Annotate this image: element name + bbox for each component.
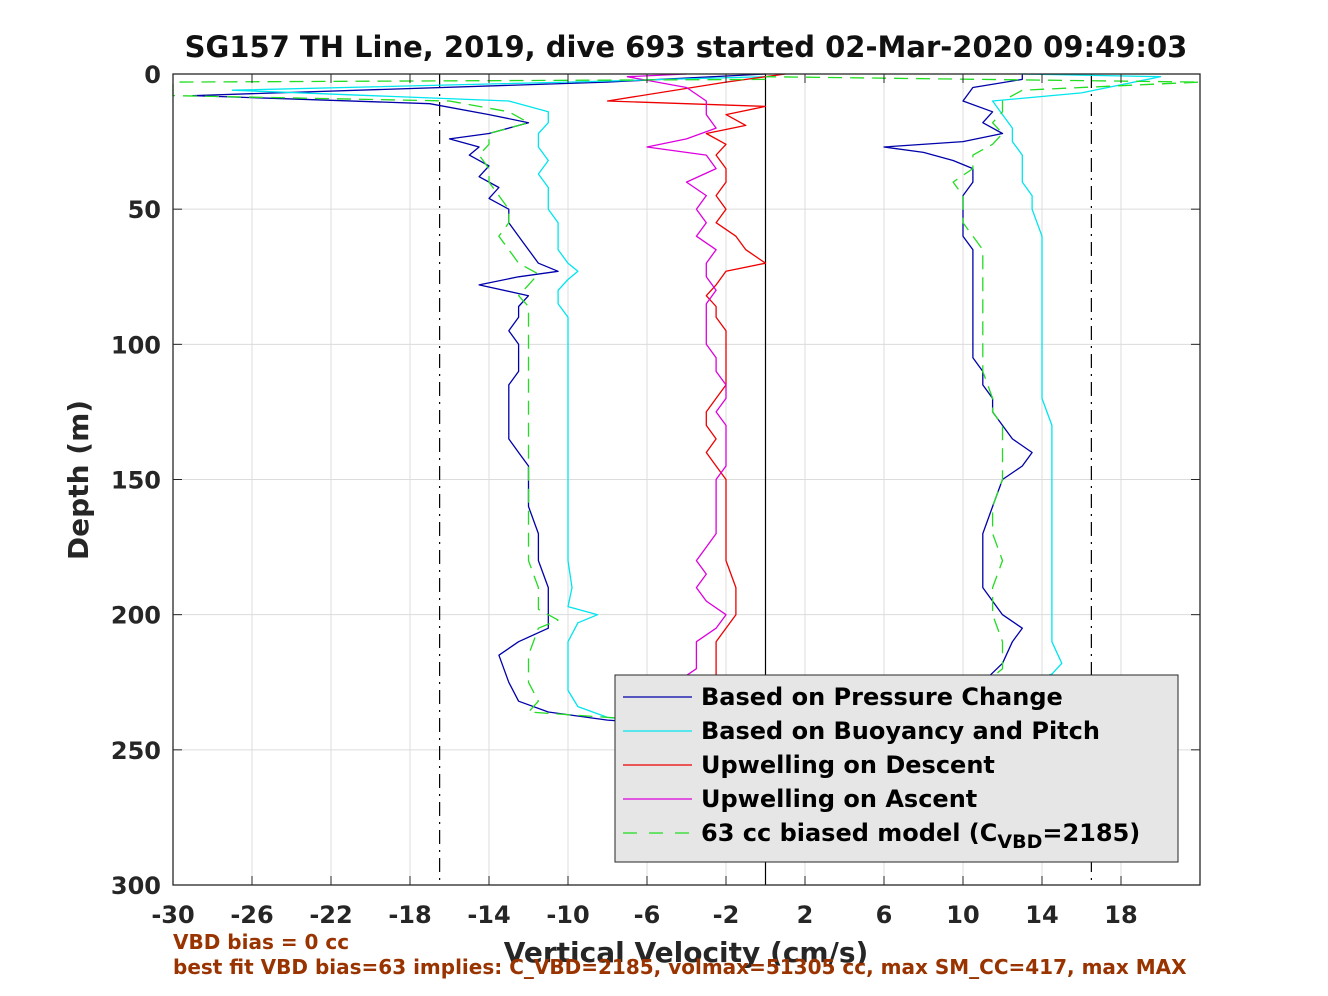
x-tick-label: 2 bbox=[797, 901, 814, 929]
x-tick-label: -14 bbox=[467, 901, 510, 929]
y-axis-label: Depth (m) bbox=[62, 400, 95, 560]
x-tick-label: 14 bbox=[1025, 901, 1058, 929]
x-tick-label: 10 bbox=[946, 901, 979, 929]
series-line-2-descent bbox=[606, 73, 786, 727]
x-tick-label: -10 bbox=[546, 901, 589, 929]
annotation-vbd-bias: VBD bias = 0 cc bbox=[173, 930, 349, 954]
y-tick-label: 50 bbox=[128, 196, 161, 224]
annotation-best-fit: best fit VBD bias=63 implies: C_VBD=2185… bbox=[173, 955, 1187, 979]
legend-label: Based on Buoyancy and Pitch bbox=[701, 717, 1100, 745]
x-axis-label: Vertical Velocity (cm/s) bbox=[504, 936, 869, 969]
x-tick-label: 6 bbox=[876, 901, 893, 929]
series-line-4-ascent bbox=[765, 76, 1201, 727]
series-line-4-descent bbox=[172, 78, 766, 727]
legend-box bbox=[614, 674, 1179, 863]
y-tick-label: 250 bbox=[111, 737, 161, 765]
legend-label: Upwelling on Ascent bbox=[701, 785, 977, 813]
y-tick-label: 300 bbox=[111, 872, 161, 900]
x-tick-label: -30 bbox=[151, 901, 194, 929]
x-tick-label: -6 bbox=[634, 901, 661, 929]
legend-label: Upwelling on Descent bbox=[701, 751, 995, 779]
y-tick-label: 0 bbox=[144, 61, 161, 89]
legend-label: Based on Pressure Change bbox=[701, 683, 1063, 711]
x-tick-label: -18 bbox=[388, 901, 431, 929]
x-tick-label: -22 bbox=[309, 901, 352, 929]
y-tick-label: 150 bbox=[111, 467, 161, 495]
y-tick-label: 100 bbox=[111, 331, 161, 359]
series-line-1-descent bbox=[231, 76, 766, 729]
series-line-1-ascent bbox=[765, 73, 1162, 729]
legend: Based on Pressure Change Based on Buoyanc… bbox=[614, 674, 1179, 863]
x-tick-label: 18 bbox=[1104, 901, 1137, 929]
series-line-0-ascent bbox=[765, 74, 1033, 728]
chart-title: SG157 TH Line, 2019, dive 693 started 02… bbox=[185, 30, 1188, 64]
x-tick-label: -2 bbox=[713, 901, 740, 929]
y-tick-label: 200 bbox=[111, 602, 161, 630]
y-tick-labels: 0 50 100 150 200 250 300 bbox=[111, 61, 161, 900]
series-line-3-ascent bbox=[626, 73, 746, 727]
x-tick-labels: -30 -26 -22 -18 -14 -10 -6 -2 2 6 10 14 18 bbox=[151, 901, 1137, 929]
series-layer bbox=[172, 73, 1201, 729]
x-tick-label: -26 bbox=[230, 901, 273, 929]
ticks bbox=[172, 73, 1200, 886]
